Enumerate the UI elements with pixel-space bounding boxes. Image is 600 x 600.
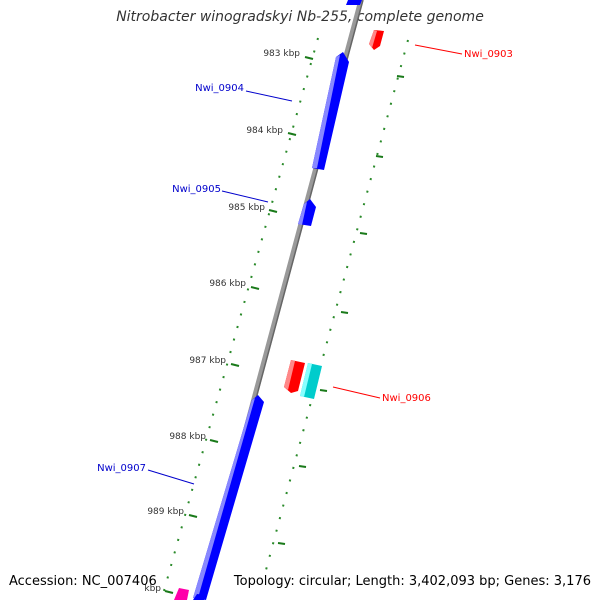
blue-feature-bottom [193,594,206,600]
leader-nwi-0905 [221,190,269,203]
left-dotted-track [161,37,319,599]
magenta-feature-bottom[interactable] [174,588,189,600]
tick-label-983: 983 kbp [263,49,300,59]
gene-label-nwi-0906[interactable]: Nwi_0906 [382,393,431,404]
map-title: Nitrobacter winogradskyi Nb-255, complet… [116,9,484,25]
gene-label-nwi-0904[interactable]: Nwi_0904 [195,83,244,94]
topology-label: Topology: circular; Length: 3,402,093 bp… [233,574,591,589]
gene-label-nwi-0903[interactable]: Nwi_0903 [464,49,513,60]
tick-label-989: 989 kbp [147,507,184,517]
gene-label-nwi-0905[interactable]: Nwi_0905 [172,184,221,195]
tick-label-988: 988 kbp [169,432,206,442]
tick-label-986: 986 kbp [209,279,246,289]
blue-feature-top[interactable] [346,0,362,5]
tick-label-990: kbp [144,584,161,594]
tick-label-985: 985 kbp [228,203,265,213]
leader-nwi-0903 [414,44,463,55]
leader-nwi-0906 [332,386,381,399]
accession-label: Accession: NC_007406 [9,574,157,589]
leader-nwi-0904 [245,90,293,102]
leader-nwi-0907 [147,469,195,485]
scale-ticks [164,56,405,594]
tick-label-987: 987 kbp [189,356,226,366]
tick-label-984: 984 kbp [246,126,283,136]
gene-label-nwi-0907[interactable]: Nwi_0907 [97,463,146,474]
right-dotted-track [265,39,409,571]
